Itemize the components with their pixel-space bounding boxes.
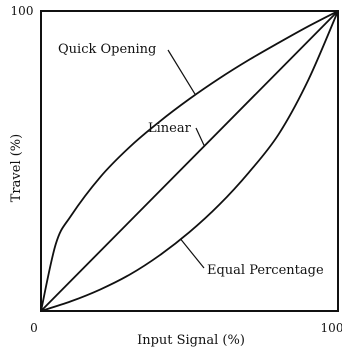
leader-quick-opening — [167, 49, 196, 96]
y-tick-max: 100 — [11, 4, 34, 18]
x-tick-max: 100 — [321, 321, 342, 335]
plot-frame — [40, 10, 339, 312]
series-line-equal-percentage — [40, 10, 339, 312]
series-line-linear — [40, 10, 339, 312]
series-label-equal-percentage: Equal Percentage — [207, 263, 324, 278]
x-axis-label: Input Signal (%) — [137, 333, 245, 348]
x-tick-min: 0 — [30, 321, 38, 335]
series-label-linear: Linear — [148, 121, 192, 136]
leader-linear — [195, 127, 205, 147]
series-label-quick-opening: Quick Opening — [58, 42, 156, 57]
y-axis-label: Travel (%) — [9, 134, 24, 202]
series-line-quick-opening — [40, 10, 339, 312]
leader-equal-percentage — [180, 238, 205, 269]
